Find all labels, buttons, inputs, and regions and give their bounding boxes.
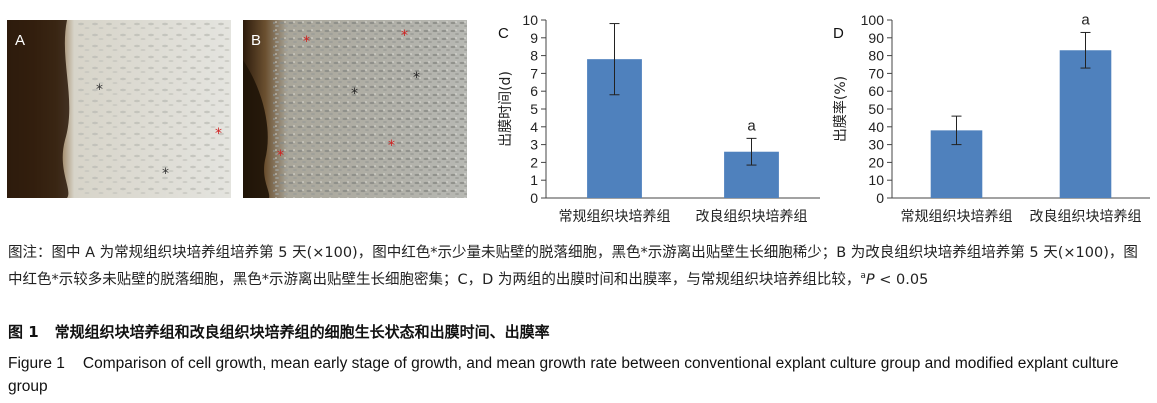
red-asterisk-marker: * — [388, 138, 395, 154]
red-asterisk-marker: * — [303, 34, 310, 50]
y-tick-label: 20 — [868, 154, 884, 170]
y-tick-label: 30 — [868, 137, 884, 153]
significance-mark: a — [1081, 11, 1090, 28]
y-tick-label: 60 — [868, 83, 884, 99]
y-tick-label: 1 — [530, 172, 538, 188]
y-tick-label: 9 — [530, 30, 538, 46]
y-tick-label: 80 — [868, 48, 884, 64]
black-asterisk-marker: * — [96, 82, 103, 98]
y-tick-label: 7 — [530, 65, 538, 81]
y-tick-label: 8 — [530, 48, 538, 64]
y-tick-label: 4 — [530, 119, 538, 135]
y-tick-label: 0 — [876, 190, 884, 206]
figure-note-text: 图注：图中 A 为常规组织块培养组培养第 5 天(×100)，图中红色*示少量未… — [8, 245, 1138, 288]
y-axis-label: 出膜率(%) — [832, 76, 849, 142]
y-tick-label: 10 — [522, 12, 538, 28]
panel-label: D — [833, 25, 844, 42]
bar — [1059, 50, 1112, 199]
micrograph-a: * * * A — [7, 20, 231, 198]
significance-mark: a — [747, 117, 756, 134]
panel-label-a: A — [15, 32, 26, 49]
y-tick-label: 3 — [530, 137, 538, 153]
figure-title-zh-text: 常规组织块培养组和改良组织块培养组的细胞生长状态和出膜时间、出膜率 — [54, 323, 550, 341]
micrograph-a-image: * * * — [7, 20, 231, 198]
y-tick-label: 6 — [530, 83, 538, 99]
black-asterisk-marker: * — [413, 70, 420, 86]
p-value-symbol: P — [865, 271, 875, 288]
x-category-label: 常规组织块培养组 — [901, 209, 1013, 225]
black-asterisk-marker: * — [351, 86, 358, 102]
y-tick-label: 50 — [868, 101, 884, 117]
figure-title-en-text: Comparison of cell growth, mean early st… — [8, 355, 1119, 395]
y-tick-label: 90 — [868, 30, 884, 46]
x-category-label: 常规组织块培养组 — [559, 209, 671, 225]
micrograph-b-image: * * * * * * — [243, 20, 467, 198]
chart-d-svg: D0102030405060708090100出膜率(%)常规组织块培养组a改良… — [832, 11, 1150, 225]
x-category-label: 改良组织块培养组 — [696, 209, 808, 225]
p-value-threshold: < 0.05 — [874, 271, 929, 288]
y-tick-label: 100 — [861, 12, 885, 28]
figure-title-zh: 图 1 常规组织块培养组和改良组织块培养组的细胞生长状态和出膜时间、出膜率 — [8, 321, 550, 342]
y-tick-label: 40 — [868, 119, 884, 135]
x-category-label: 改良组织块培养组 — [1030, 209, 1142, 225]
y-tick-label: 2 — [530, 154, 538, 170]
micrograph-b: * * * * * * B — [243, 20, 467, 198]
chart-d: D 0 10 20 30 40 50 60 70 80 90 100 出膜率(%) 常规组织块培养组 a 改良… — [825, 10, 1155, 235]
figure-title-en: Figure 1 Comparison of cell growth, mean … — [8, 352, 1138, 398]
figure-label-zh: 图 1 — [8, 323, 39, 341]
red-asterisk-marker: * — [277, 148, 284, 164]
y-tick-label: 10 — [868, 172, 884, 188]
figure-note-zh: 图注：图中 A 为常规组织块培养组培养第 5 天(×100)，图中红色*示少量未… — [8, 242, 1148, 292]
y-tick-label: 70 — [868, 65, 884, 81]
black-asterisk-marker: * — [162, 166, 169, 182]
y-axis-label: 出膜时间(d) — [498, 71, 514, 147]
panel-label: C — [498, 25, 509, 42]
figure-label-en: Figure 1 — [8, 355, 65, 372]
y-tick-label: 0 — [530, 190, 538, 206]
y-tick-label: 5 — [530, 101, 538, 117]
red-asterisk-marker: * — [401, 28, 408, 44]
panel-label-b: B — [251, 32, 262, 49]
red-asterisk-marker: * — [215, 126, 222, 142]
chart-c: C 0 1 2 3 4 5 6 7 8 9 10 出膜时间(d) 常规组织块培养组 a 改良组织块培养组 — [490, 10, 830, 235]
significance-superscript: a — [860, 271, 866, 281]
